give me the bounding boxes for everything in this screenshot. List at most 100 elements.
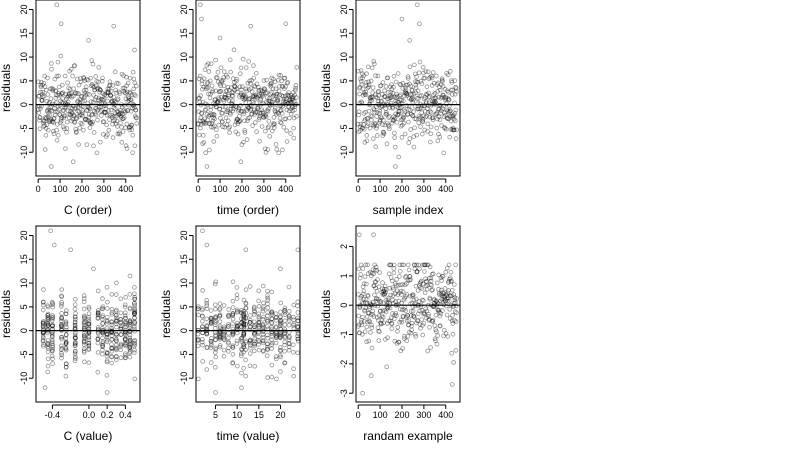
data-point — [264, 90, 270, 96]
data-point — [200, 359, 205, 364]
data-point — [234, 338, 240, 344]
data-point — [109, 306, 115, 312]
data-point — [213, 337, 219, 343]
data-point — [424, 315, 429, 321]
data-point — [269, 340, 275, 346]
data-point — [407, 38, 412, 43]
data-point — [269, 327, 275, 332]
data-point — [401, 336, 407, 341]
data-point — [44, 98, 50, 104]
data-point — [256, 325, 262, 331]
data-point — [389, 315, 394, 321]
data-point — [405, 278, 411, 283]
data-point — [117, 131, 122, 137]
data-point — [73, 311, 78, 316]
data-point — [402, 334, 407, 339]
data-point — [388, 262, 393, 268]
data-point — [256, 322, 261, 328]
data-point — [412, 71, 418, 77]
data-point — [281, 101, 286, 107]
data-point — [398, 117, 404, 123]
data-point — [393, 111, 399, 117]
data-point — [243, 93, 248, 99]
data-point — [423, 306, 429, 312]
data-point — [95, 309, 101, 315]
data-point — [200, 342, 205, 348]
data-point — [36, 93, 42, 99]
data-point — [68, 112, 73, 118]
data-point — [402, 295, 408, 301]
data-point — [86, 319, 92, 324]
data-point — [367, 125, 373, 131]
data-point — [383, 94, 388, 99]
data-point — [412, 303, 418, 309]
data-point — [381, 288, 387, 294]
data-point — [432, 90, 438, 96]
data-point — [81, 331, 87, 336]
data-point — [395, 292, 401, 297]
data-point — [414, 262, 419, 268]
data-point — [265, 288, 270, 294]
data-point — [81, 299, 87, 304]
data-point — [48, 96, 54, 101]
data-point — [421, 75, 427, 81]
data-point — [109, 329, 114, 334]
data-point — [49, 348, 55, 354]
data-point — [241, 330, 247, 336]
data-point — [123, 91, 129, 96]
data-point — [261, 115, 267, 120]
data-point — [132, 321, 137, 327]
y-tick-label: 10 — [339, 52, 349, 62]
data-point — [132, 341, 137, 346]
data-point — [111, 113, 117, 119]
data-point — [95, 325, 101, 330]
data-point — [45, 315, 51, 320]
data-point — [59, 91, 65, 96]
data-point — [442, 293, 447, 299]
data-point — [427, 75, 433, 80]
data-point — [428, 345, 433, 350]
data-point — [453, 118, 458, 124]
data-point — [287, 335, 292, 340]
data-point — [417, 106, 422, 111]
data-point — [202, 121, 207, 126]
data-point — [83, 116, 88, 122]
data-point — [384, 75, 390, 81]
data-point — [60, 108, 66, 113]
data-point — [45, 327, 51, 333]
data-point — [239, 339, 245, 344]
data-point — [124, 89, 130, 95]
data-point — [275, 97, 281, 103]
data-point — [383, 84, 389, 89]
data-point — [111, 23, 117, 29]
y-tick-label: 10 — [179, 278, 189, 288]
data-point — [76, 82, 82, 88]
data-point — [45, 311, 51, 317]
data-point — [217, 312, 223, 318]
data-point — [69, 118, 74, 124]
data-point — [234, 309, 240, 315]
data-point — [431, 297, 437, 303]
data-point — [397, 319, 402, 325]
data-point — [99, 96, 105, 102]
data-point — [396, 298, 402, 304]
data-point — [70, 159, 76, 165]
data-point — [78, 93, 84, 99]
data-point — [454, 310, 459, 316]
data-point — [110, 98, 115, 104]
data-point — [430, 319, 436, 324]
data-point — [401, 115, 406, 121]
data-point — [100, 347, 105, 353]
y-tick-label: 20 — [179, 231, 189, 241]
data-point — [295, 325, 300, 330]
data-point — [388, 262, 394, 268]
data-point — [264, 108, 270, 113]
data-point — [392, 135, 397, 140]
data-point — [128, 124, 134, 130]
data-point — [403, 294, 409, 299]
data-point — [434, 298, 439, 303]
data-point — [134, 121, 140, 126]
data-point — [269, 309, 275, 315]
data-point — [396, 339, 402, 345]
data-point — [253, 92, 259, 98]
